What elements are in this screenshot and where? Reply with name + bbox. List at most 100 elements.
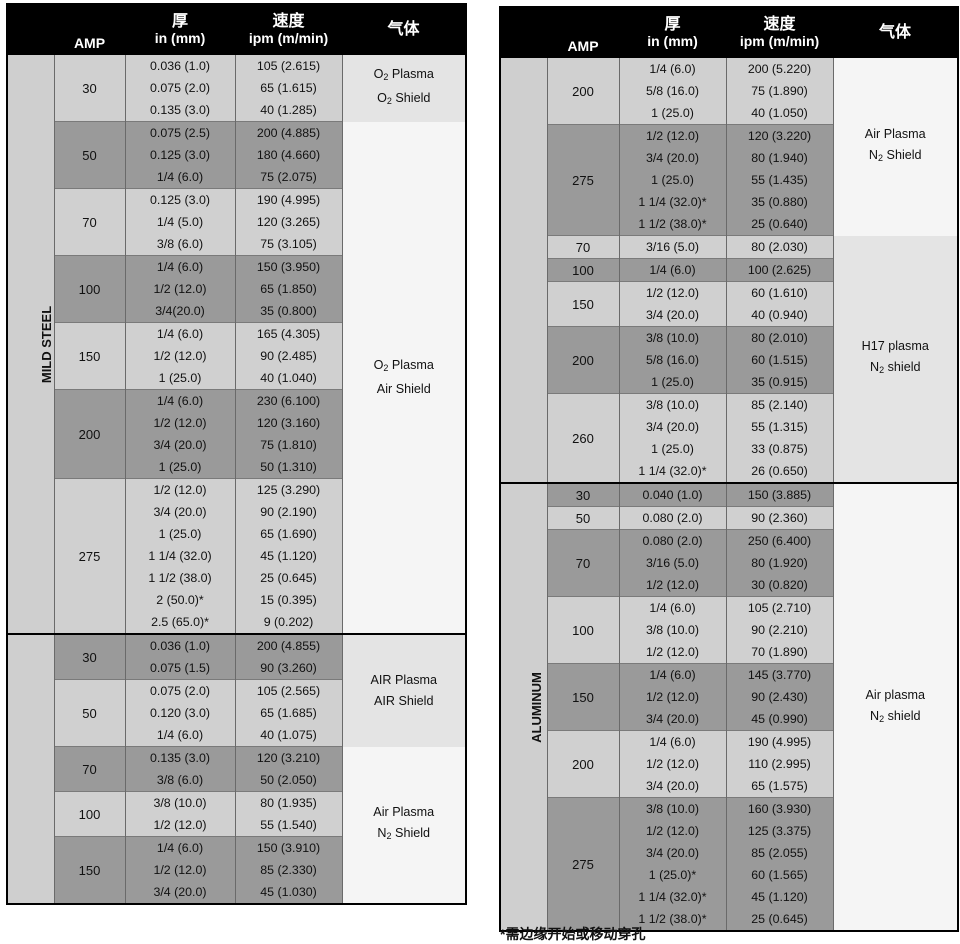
thickness-cell: 0.125 (3.0) — [125, 188, 236, 211]
table-row: 1/2 (12.0) 120 (3.160) — [7, 412, 466, 434]
gas-cell: O2 Plasma Air Shield — [342, 121, 466, 634]
speed-cell: 200 (5.220) — [726, 58, 834, 80]
header-speed-unit: ipm (m/min) — [248, 30, 329, 46]
gas-subscript: 2 — [879, 713, 885, 724]
cut-chart-table-left: AMP 厚 in (mm) 速度 ipm (m/min) 气体 MILD STEEL 30 0.… — [6, 3, 467, 905]
table-row: 1 (25.0) 55 (1.435) — [500, 169, 958, 191]
footnote: *需边缘开始或移动穿孔 — [500, 926, 646, 942]
speed-cell: 55 (1.315) — [726, 416, 834, 438]
table-row: 3/4 (20.0) 40 (0.940) — [500, 304, 958, 327]
material-label: STAINLESS STEEL — [7, 633, 55, 904]
header-speed-label: 速度 — [763, 16, 796, 33]
speed-cell: 70 (1.890) — [726, 641, 834, 664]
amp-cell: 200 — [547, 58, 620, 125]
speed-cell: 30 (0.820) — [726, 574, 834, 597]
gas-line-shield: N2 Shield — [343, 823, 466, 847]
table-row: 70 0.080 (2.0) 250 (6.400) — [500, 529, 958, 597]
thickness-cell: 3/8 (6.0) — [125, 233, 236, 256]
thickness-cell: 1/4 (6.0) — [619, 663, 727, 686]
thickness-cell: 1/4 (6.0) — [125, 389, 236, 412]
speed-cell: 15 (0.395) — [235, 589, 343, 611]
table-row: 3/4 (20.0) 80 (1.940) — [500, 147, 958, 169]
gas-text: shield — [884, 360, 921, 375]
table-row: 3/4 (20.0) 90 (2.190) — [7, 501, 466, 523]
table-row: 1/2 (12.0) 55 (1.540) — [7, 814, 466, 837]
amp-cell: 150 — [547, 663, 620, 731]
amp-cell: 275 — [547, 124, 620, 236]
thickness-cell: 1 (25.0) — [125, 456, 236, 479]
gas-cell: H17 plasma N2 shield — [833, 235, 958, 483]
header-thickness-label: 厚 — [664, 16, 681, 33]
speed-cell: 60 (1.610) — [726, 281, 834, 304]
amp-cell: 30 — [54, 55, 126, 122]
thickness-cell: 1 (25.0) — [125, 523, 236, 545]
header-gas: 气体 — [342, 4, 466, 55]
gas-cell: Air plasma N2 shield — [833, 482, 958, 931]
speed-cell: 65 (1.575) — [726, 775, 834, 798]
table-row: 200 3/8 (10.0) 80 (2.010) — [500, 326, 958, 394]
table-row: MILD STEEL 30 0.036 (1.0) 105 (2.615) O2 Pla… — [7, 55, 466, 634]
speed-cell: 120 (3.210) — [235, 746, 343, 769]
gas-subscript: 2 — [386, 831, 392, 842]
thickness-cell: 3/4 (20.0) — [619, 708, 727, 731]
table-row: 2.5 (65.0)* 9 (0.202) — [7, 611, 466, 634]
amp-cell: 150 — [547, 281, 620, 327]
speed-cell: 125 (3.375) — [726, 820, 834, 842]
gas-text: N — [377, 826, 387, 841]
speed-cell: 120 (3.160) — [235, 412, 343, 434]
table-row: 5/8 (16.0) 75 (1.890) — [500, 80, 958, 102]
thickness-cell: 1/2 (12.0) — [619, 124, 727, 147]
gas-text: Plasma — [388, 357, 434, 372]
speed-cell: 200 (4.885) — [235, 121, 343, 144]
table-row: 3/4 (20.0) 45 (0.990) — [500, 708, 958, 731]
thickness-cell: 3/4 (20.0) — [125, 881, 236, 904]
speed-cell: 45 (1.030) — [235, 881, 343, 904]
amp-cell: 275 — [54, 478, 126, 634]
gas-text: AIR Plasma — [370, 672, 438, 687]
speed-cell: 60 (1.565) — [726, 864, 834, 886]
thickness-cell: 1 1/4 (32.0)* — [619, 460, 727, 483]
thickness-cell: 0.120 (3.0) — [125, 702, 236, 724]
thickness-cell: 0.135 (3.0) — [125, 746, 236, 769]
speed-cell: 45 (1.120) — [726, 886, 834, 908]
gas-line-shield: AIR Shield — [343, 691, 466, 712]
speed-cell: 26 (0.650) — [726, 460, 834, 483]
amp-cell: 200 — [547, 326, 620, 394]
gas-subscript: 2 — [386, 96, 392, 107]
table-row: 1/2 (12.0) 70 (1.890) — [500, 641, 958, 664]
speed-cell: 40 (1.285) — [235, 99, 343, 122]
speed-cell: 9 (0.202) — [235, 611, 343, 634]
thickness-cell: 0.040 (1.0) — [619, 482, 727, 507]
thickness-cell: 1/2 (12.0) — [619, 753, 727, 775]
header-row: AMP 厚 in (mm) 速度 ipm (m/min) 气体 — [7, 4, 466, 55]
thickness-cell: 1/4 (6.0) — [619, 58, 727, 80]
speed-cell: 90 (2.430) — [726, 686, 834, 708]
table-row: 1 (25.0) 50 (1.310) — [7, 456, 466, 479]
speed-cell: 33 (0.875) — [726, 438, 834, 460]
speed-cell: 165 (4.305) — [235, 322, 343, 345]
thickness-cell: 1/2 (12.0) — [125, 412, 236, 434]
gas-line-plasma: O2 Plasma — [343, 355, 466, 379]
thickness-cell: 3/4 (20.0) — [619, 842, 727, 864]
header-speed: 速度 ipm (m/min) — [235, 4, 342, 55]
table-row: 0.120 (3.0) 65 (1.685) — [7, 702, 466, 724]
table-row: 1 (25.0) 40 (1.040) — [7, 367, 466, 390]
thickness-cell: 1/4 (5.0) — [125, 211, 236, 233]
thickness-cell: 3/4 (20.0) — [619, 416, 727, 438]
thickness-cell: 1 (25.0)* — [619, 864, 727, 886]
table-row: 1 1/4 (32.0)* 45 (1.120) — [500, 886, 958, 908]
speed-cell: 35 (0.800) — [235, 300, 343, 323]
thickness-cell: 1/2 (12.0) — [619, 574, 727, 597]
table-row: 275 3/8 (10.0) 160 (3.930) — [500, 797, 958, 931]
thickness-cell: 2 (50.0)* — [125, 589, 236, 611]
table-row: STAINLESS STEEL2001/4 (6.0)200 (5.220)Ai… — [500, 58, 958, 483]
amp-cell: 30 — [54, 633, 126, 680]
amp-cell: 70 — [54, 188, 126, 256]
thickness-cell: 3/8 (10.0) — [125, 791, 236, 814]
speed-cell: 105 (2.565) — [235, 679, 343, 702]
gas-line-shield: N2 shield — [834, 706, 958, 730]
thickness-cell: 0.036 (1.0) — [125, 55, 236, 77]
table-row: 0.075 (1.5) 90 (3.260) — [7, 657, 466, 680]
table-row: 50 0.080 (2.0) 90 (2.360) — [500, 506, 958, 530]
